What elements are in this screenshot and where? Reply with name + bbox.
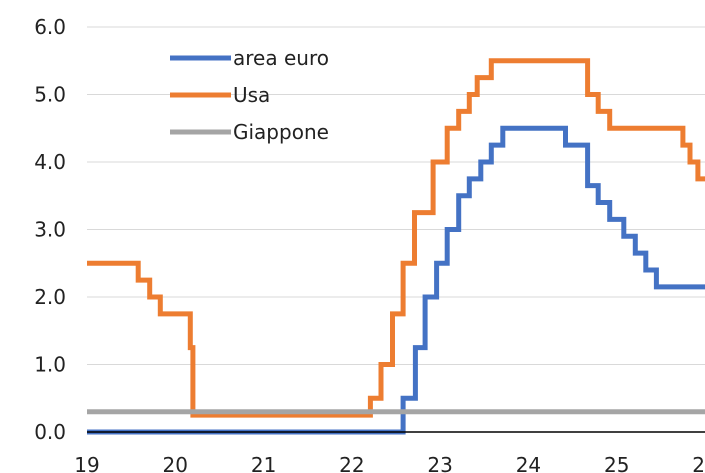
x-tick-label: 26 — [692, 453, 705, 473]
series-line-area-euro — [87, 125, 705, 435]
series-lines — [87, 58, 705, 435]
x-tick-label: 21 — [251, 453, 276, 473]
x-tick-label: 24 — [516, 453, 541, 473]
y-axis-ticks: 0.0 1.0 2.0 3.0 4.0 5.0 6.0 — [34, 15, 66, 444]
series-line-usa — [87, 58, 705, 418]
y-tick-label: 5.0 — [34, 83, 66, 107]
x-tick-label: 23 — [427, 453, 452, 473]
y-tick-label: 3.0 — [34, 218, 66, 242]
y-tick-label: 2.0 — [34, 285, 66, 309]
y-tick-label: 1.0 — [34, 353, 66, 377]
legend: area euro Usa Giappone — [170, 46, 329, 144]
x-axis-ticks: 19 20 21 22 23 24 25 26 — [74, 453, 705, 473]
y-tick-label: 6.0 — [34, 15, 66, 39]
legend-label-usa: Usa — [233, 83, 270, 107]
x-tick-label: 22 — [339, 453, 364, 473]
x-tick-label: 19 — [74, 453, 99, 473]
y-tick-label: 0.0 — [34, 420, 66, 444]
x-tick-label: 20 — [163, 453, 188, 473]
y-tick-label: 4.0 — [34, 150, 66, 174]
legend-label-area-euro: area euro — [233, 46, 329, 70]
x-tick-label: 25 — [604, 453, 629, 473]
legend-label-giappone: Giappone — [233, 120, 329, 144]
